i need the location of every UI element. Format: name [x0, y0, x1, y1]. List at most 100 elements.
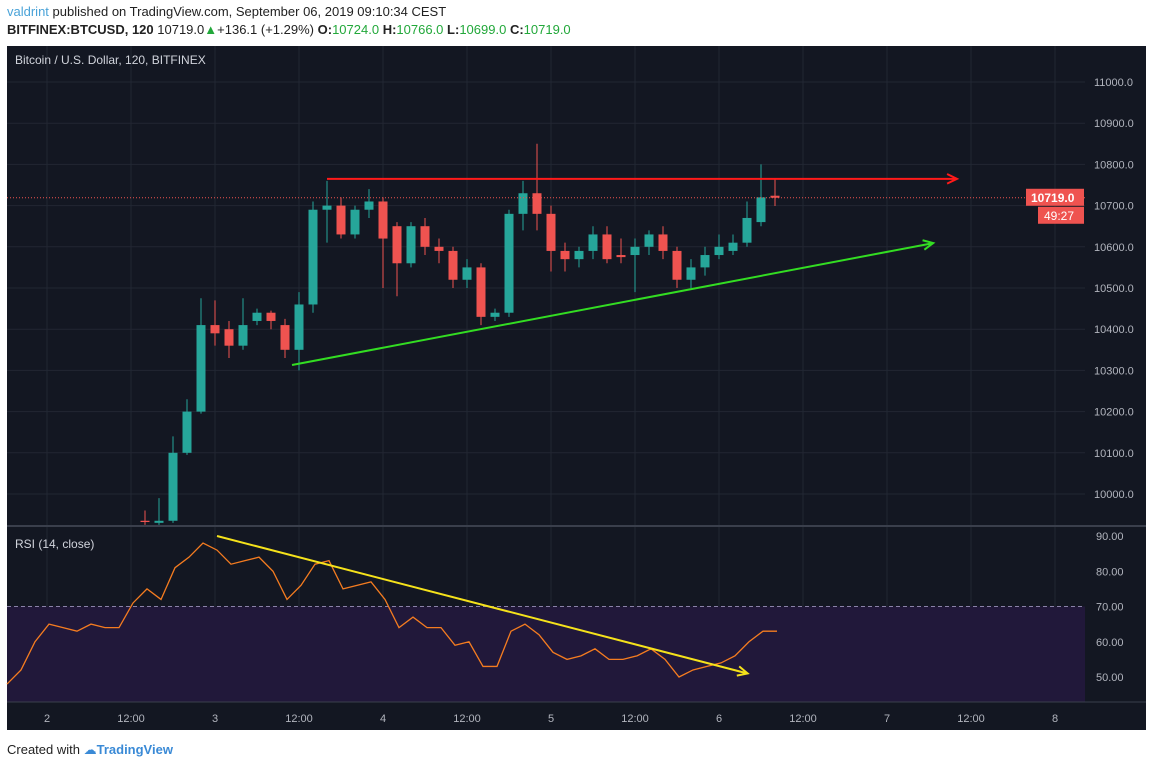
rsi-divergence-trendline-arrowhead	[736, 665, 750, 677]
candle-body	[462, 267, 472, 280]
rsi-line	[6, 542, 777, 685]
candle-body	[224, 329, 234, 346]
rsi-band	[7, 606, 1085, 702]
candle-body	[322, 205, 332, 210]
candle-body	[280, 325, 290, 350]
candle-body	[364, 201, 374, 210]
candle-body	[196, 325, 206, 412]
candle-body	[308, 209, 318, 305]
rsi-tick: 50.00	[1096, 672, 1124, 684]
l-label: L:	[447, 22, 460, 37]
candle-body	[630, 246, 640, 256]
support-trendline-arrowhead	[922, 239, 936, 251]
time-tick: 12:00	[621, 713, 649, 725]
price-label-bg	[1026, 188, 1084, 206]
rsi-tick: 60.00	[1096, 637, 1124, 649]
rsi-tick: 90.00	[1096, 531, 1124, 543]
time-tick: 12:00	[453, 713, 481, 725]
close: 10719.0	[523, 22, 571, 37]
time-tick: 12:00	[285, 713, 313, 725]
last-price: 10719.0	[157, 22, 205, 37]
candle-body	[140, 520, 150, 523]
price-chart[interactable]: 11000.0 10900.0 10800.0 10700.0 10600.0 10500…	[0, 44, 1153, 734]
author-link[interactable]: valdrint	[7, 4, 49, 19]
candle-body	[616, 255, 626, 258]
candle-body	[770, 195, 780, 198]
time-tick: 3	[212, 713, 218, 725]
created-with: Created with	[7, 742, 80, 757]
rsi-title: RSI (14, close)	[15, 537, 94, 551]
candle-body	[714, 246, 724, 256]
price-tick: 10800.0	[1094, 159, 1134, 171]
price-tick: 10700.0	[1094, 201, 1134, 213]
candle-body	[182, 411, 192, 453]
candle-body	[238, 325, 248, 346]
time-tick: 8	[1052, 713, 1058, 725]
tradingview-logo-icon: ☁	[83, 742, 97, 757]
chart-title: Bitcoin / U.S. Dollar, 120, BITFINEX	[15, 53, 206, 67]
candle-body	[378, 201, 388, 239]
candle-body	[574, 250, 584, 260]
footer: Created with ☁TradingView	[7, 742, 173, 758]
candle-body	[742, 217, 752, 243]
open: 10724.0	[332, 22, 380, 37]
candle-body	[518, 193, 528, 214]
candle-body	[700, 255, 710, 268]
time-tick: 12:00	[957, 713, 985, 725]
candle-body	[266, 312, 276, 321]
price-tick: 10200.0	[1094, 407, 1134, 419]
candle-body	[686, 267, 696, 280]
change: +136.1 (+1.29%)	[217, 22, 314, 37]
time-tick: 12:00	[117, 713, 145, 725]
candle-body	[490, 312, 500, 317]
candle-body	[434, 246, 444, 251]
candle-body	[532, 193, 542, 214]
time-tick: 6	[716, 713, 722, 725]
price-tick: 10000.0	[1094, 489, 1134, 501]
resistance-line-arrowhead	[946, 173, 960, 185]
rsi-tick: 70.00	[1096, 602, 1124, 614]
o-label: O:	[317, 22, 333, 37]
candle-body	[252, 312, 262, 321]
countdown: 49:27	[1044, 209, 1074, 223]
tradingview-brand[interactable]: TradingView	[96, 742, 173, 757]
price-tick: 10300.0	[1094, 365, 1134, 377]
candle-body	[560, 250, 570, 260]
price-tick: 10900.0	[1094, 118, 1134, 130]
price-tick: 10500.0	[1094, 283, 1134, 295]
candle-body	[756, 197, 766, 223]
candle-body	[644, 234, 654, 247]
candle-body	[504, 213, 514, 313]
candle-body	[294, 304, 304, 350]
price-tick: 10100.0	[1094, 448, 1134, 460]
candle-body	[588, 234, 598, 251]
time-tick: 7	[884, 713, 890, 725]
h-label: H:	[382, 22, 397, 37]
time-tick: 4	[380, 713, 386, 725]
candle-body	[602, 234, 612, 260]
candle-body	[168, 452, 178, 521]
up-arrow-icon: ▲	[204, 22, 218, 37]
rsi-divergence-trendline	[216, 535, 748, 675]
price-label: 10719.0	[1031, 191, 1075, 205]
candle-body	[672, 250, 682, 280]
time-tick: 2	[44, 713, 50, 725]
c-label: C:	[509, 22, 524, 37]
symbol-bar: BITFINEX:BTCUSD, 120 10719.0▲+136.1 (+1.…	[7, 22, 571, 37]
candle-body	[546, 213, 556, 251]
symbol: BITFINEX:BTCUSD, 120	[7, 22, 154, 37]
time-axis	[7, 702, 1146, 730]
price-tick: 10400.0	[1094, 324, 1134, 336]
candle-body	[392, 226, 402, 264]
countdown-bg	[1038, 206, 1084, 224]
publish-info: valdrint published on TradingView.com, S…	[7, 4, 446, 19]
high: 10766.0	[396, 22, 444, 37]
candle-body	[406, 226, 416, 264]
time-tick: 5	[548, 713, 554, 725]
time-tick: 12:00	[789, 713, 817, 725]
candle-body	[420, 226, 430, 247]
low: 10699.0	[459, 22, 507, 37]
candle-body	[476, 267, 486, 317]
candle-body	[448, 250, 458, 280]
price-tick: 11000.0	[1094, 77, 1133, 89]
